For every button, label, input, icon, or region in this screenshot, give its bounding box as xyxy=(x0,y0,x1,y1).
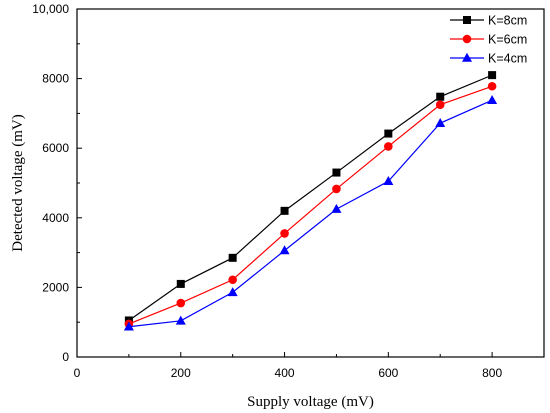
series-layer xyxy=(123,71,498,331)
data-point xyxy=(175,315,186,325)
series-line xyxy=(128,99,493,328)
x-axis-label: Supply voltage (mV) xyxy=(247,394,374,410)
legend-label: K=4cm xyxy=(488,52,527,66)
plot-frame xyxy=(76,8,545,358)
legend-item: K=4cm xyxy=(450,52,527,66)
data-point xyxy=(384,129,393,138)
data-point xyxy=(228,275,237,285)
data-point xyxy=(227,287,238,297)
series-3 xyxy=(123,94,498,331)
x-tick-label: 200 xyxy=(171,366,191,380)
y-tick-label: 2000 xyxy=(42,280,69,294)
series-line xyxy=(128,85,493,325)
legend: K=8cm K=6cm K=4cm xyxy=(450,14,527,66)
y-tick-label: 0 xyxy=(62,350,69,364)
data-point xyxy=(332,184,341,194)
axes xyxy=(76,8,545,358)
y-axis-ticks: 0 2000 4000 6000 8000 10,000 xyxy=(32,2,82,364)
data-point xyxy=(332,168,341,177)
data-point xyxy=(435,117,446,127)
data-point xyxy=(331,203,342,213)
x-tick-label: 0 xyxy=(74,366,81,380)
series-1 xyxy=(124,71,497,325)
series-line xyxy=(128,74,493,321)
legend-item: K=6cm xyxy=(450,33,527,47)
y-axis-label: Detected voltage (mV) xyxy=(10,114,26,251)
legend-item: K=8cm xyxy=(450,14,527,28)
legend-marker xyxy=(462,52,472,62)
x-tick-label: 600 xyxy=(378,366,398,380)
y-tick-label: 4000 xyxy=(42,211,69,225)
x-tick-label: 400 xyxy=(275,366,295,380)
data-point xyxy=(280,229,289,238)
x-axis-ticks: 0 200 400 600 800 xyxy=(74,352,502,380)
data-point xyxy=(279,245,290,255)
data-point xyxy=(123,321,134,331)
data-point xyxy=(487,94,498,104)
legend-marker xyxy=(463,16,471,24)
data-point xyxy=(176,298,186,308)
y-tick-label: 6000 xyxy=(42,141,69,155)
legend-marker xyxy=(462,34,472,44)
data-point xyxy=(435,100,445,109)
data-point xyxy=(488,71,497,80)
data-point xyxy=(383,176,394,186)
data-point xyxy=(228,253,237,262)
legend-label: K=8cm xyxy=(488,14,527,28)
data-point xyxy=(280,206,289,215)
data-point xyxy=(436,92,445,101)
y-tick-label: 8000 xyxy=(42,72,69,86)
data-point xyxy=(384,142,393,151)
series-2 xyxy=(124,81,497,329)
x-tick-label: 800 xyxy=(482,366,502,380)
y-tick-label: 10,000 xyxy=(32,2,69,16)
legend-label: K=6cm xyxy=(488,33,527,47)
data-point xyxy=(487,81,497,91)
data-point xyxy=(176,279,185,288)
